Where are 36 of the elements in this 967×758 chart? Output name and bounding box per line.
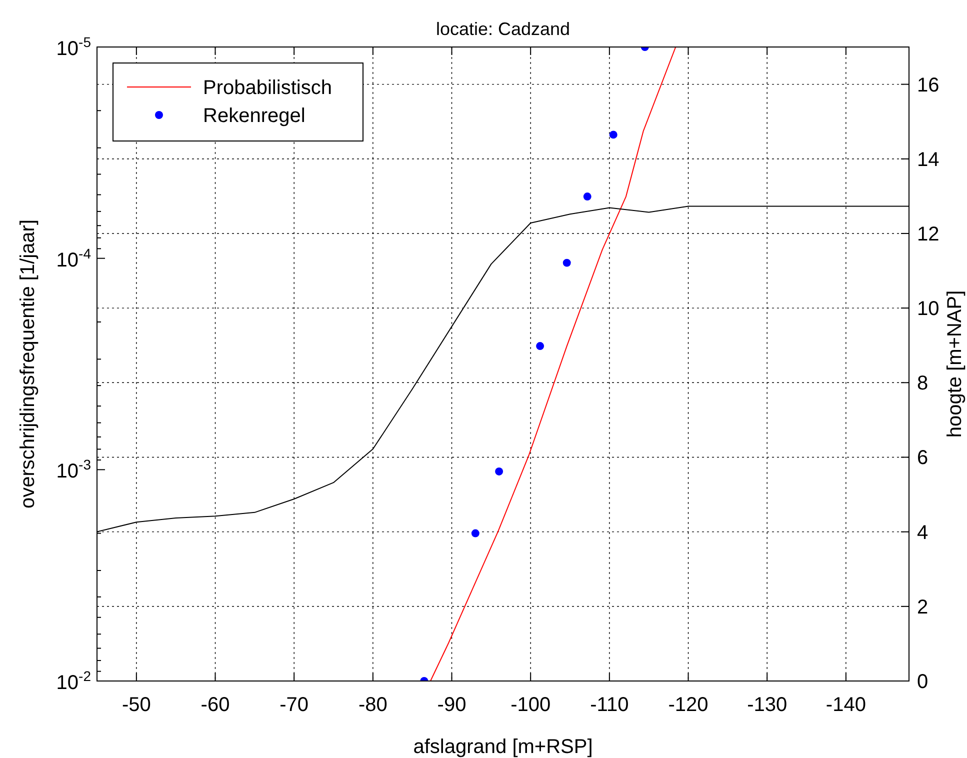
x-tick-label: -50 — [122, 694, 151, 716]
line-series — [430, 47, 676, 681]
x-tick-label: -140 — [826, 694, 866, 716]
y2-tick-label: 12 — [917, 223, 940, 246]
point — [471, 529, 480, 538]
x-tick-label: -90 — [437, 694, 466, 716]
point — [562, 258, 571, 267]
x-tick-label: -100 — [510, 694, 551, 716]
chart-title: locatie: Cadzand — [436, 19, 570, 39]
x-tick-label: -60 — [200, 694, 230, 716]
legend-label: Probabilistisch — [203, 77, 332, 99]
y2-tick-label: 6 — [917, 447, 928, 470]
point — [609, 130, 618, 139]
x-tick-label: -110 — [590, 694, 629, 716]
y2-axis-title: hoogte [m+NAP] — [944, 290, 966, 438]
x-axis-title: afslagrand [m+RSP] — [413, 736, 593, 758]
y2-tick-label: 8 — [917, 372, 928, 395]
point — [536, 342, 544, 350]
y2-tick-label: 10 — [917, 298, 940, 320]
y-tick-label: 10$^{-3}$ — [56, 456, 92, 483]
y2-tick-label: 0 — [917, 671, 928, 693]
point — [495, 468, 504, 476]
x-tick-label: -80 — [358, 694, 388, 716]
y2-tick-label: 14 — [917, 148, 940, 171]
legend-label: Rekenregel — [203, 105, 306, 127]
y-tick-label: 10$^{-4}$ — [56, 245, 92, 272]
y-tick-label: 10$^{-5}$ — [56, 34, 92, 60]
y2-tick-label: 4 — [917, 522, 928, 544]
y2-tick-label: 2 — [917, 596, 928, 618]
x-tick-label: -70 — [280, 694, 309, 716]
point — [583, 192, 592, 201]
x-tick-label: -130 — [747, 694, 788, 716]
y-axis-title: overschrijdingsfrequentie [1/jaar] — [17, 219, 39, 509]
x-tick-label: -120 — [668, 694, 708, 716]
y2-tick-label: 16 — [917, 74, 940, 96]
y-tick-label: 10$^{-2}$ — [56, 668, 92, 694]
